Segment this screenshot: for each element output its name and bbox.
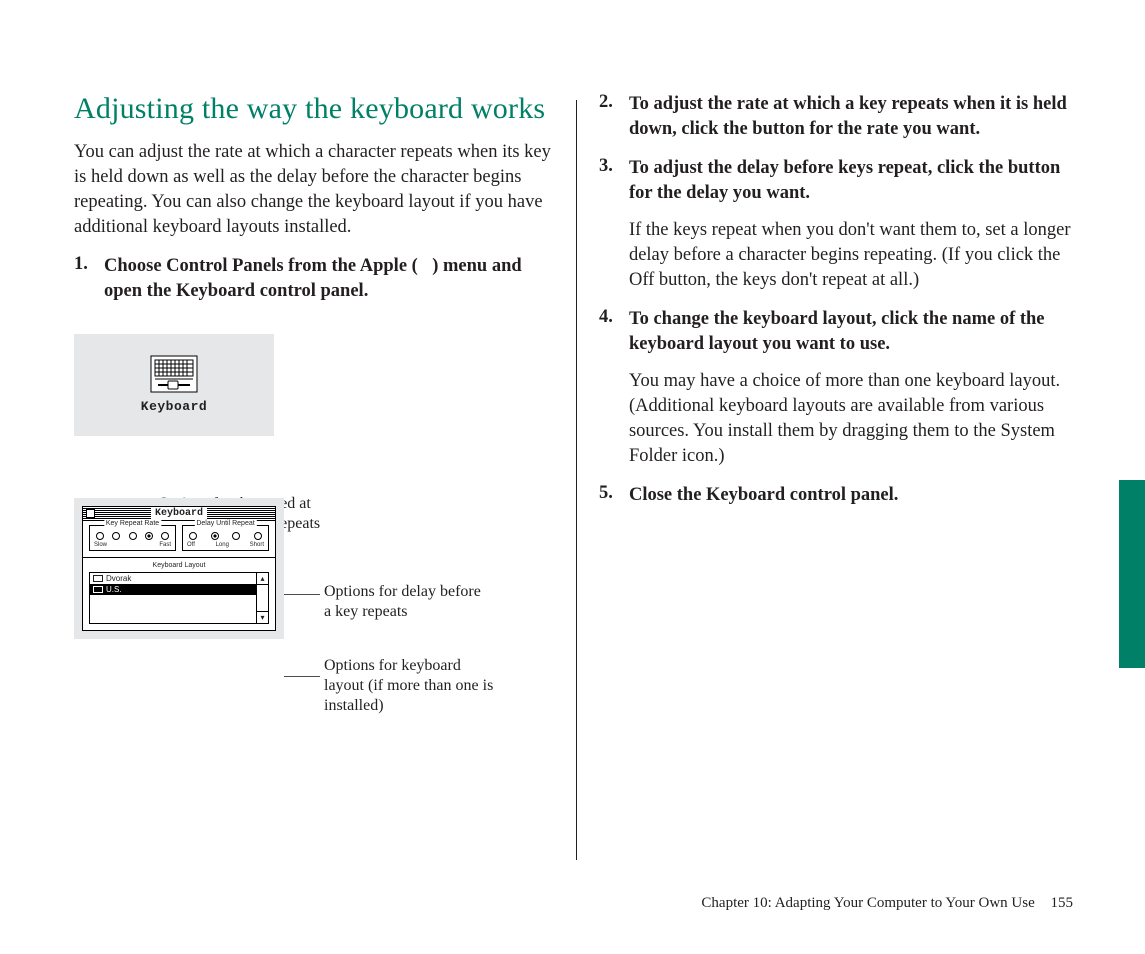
layout-list-item: U.S. <box>90 584 256 595</box>
scale-long: Long <box>216 542 229 548</box>
radio-option <box>211 532 219 540</box>
callout-delay: Options for delay before a key repeats <box>324 582 484 622</box>
radio-option <box>145 532 153 540</box>
step: 4. To change the keyboard layout, click t… <box>599 307 1073 469</box>
key-repeat-rate-group: Key Repeat Rate Slow Fast <box>89 525 176 551</box>
callout-line-layout <box>284 676 320 677</box>
layout-listbox: Dvorak U.S. ▴ ▾ <box>89 572 269 624</box>
panel-layout-section: Keyboard Layout Dvorak U.S. ▴ ▾ <box>83 558 275 630</box>
scroll-down-icon: ▾ <box>257 611 268 623</box>
right-column: 2. To adjust the rate at which a key repe… <box>599 92 1073 860</box>
step-number: 5. <box>599 483 613 504</box>
radio-option <box>189 532 197 540</box>
page-footer: Chapter 10: Adapting Your Computer to Yo… <box>701 895 1073 912</box>
callout-layout: Options for keyboard layout (if more tha… <box>324 656 504 716</box>
page-number: 155 <box>1051 895 1074 911</box>
repeat-rate-radios <box>94 530 171 540</box>
repeat-rate-scale: Slow Fast <box>94 542 171 548</box>
left-column: Adjusting the way the keyboard works You… <box>74 92 554 860</box>
chapter-title: Chapter 10: Adapting Your Computer to Yo… <box>701 895 1034 911</box>
section-edge-tab <box>1119 480 1145 668</box>
radio-option <box>161 532 169 540</box>
step-number: 1. <box>74 254 88 275</box>
keyboard-control-panel: Keyboard Key Repeat Rate Slow Fast <box>74 498 284 639</box>
step-sub-text: You may have a choice of more than one k… <box>629 369 1073 469</box>
step-number: 3. <box>599 156 613 177</box>
delay-radios <box>187 530 264 540</box>
keyboard-icon-label: Keyboard <box>141 399 207 414</box>
step-number: 4. <box>599 307 613 328</box>
keyboard-layout-icon <box>93 586 103 593</box>
section-heading: Adjusting the way the keyboard works <box>74 92 554 126</box>
step-sub-text: If the keys repeat when you don't want t… <box>629 218 1073 293</box>
step-1: 1. Choose Control Panels from the Apple … <box>74 254 554 304</box>
keyboard-panel-figure: Options for the speed at which a charact… <box>74 498 554 639</box>
column-divider <box>576 100 577 860</box>
scroll-up-icon: ▴ <box>257 573 268 585</box>
radio-option <box>129 532 137 540</box>
steps-list-right: 2. To adjust the rate at which a key repe… <box>599 92 1073 508</box>
step-text: Close the Keyboard control panel. <box>629 483 1073 508</box>
scale-short: Short <box>250 542 264 548</box>
steps-list-left: 1. Choose Control Panels from the Apple … <box>74 254 554 304</box>
step: 5. Close the Keyboard control panel. <box>599 483 1073 508</box>
step-text: To adjust the delay before keys repeat, … <box>629 156 1073 206</box>
panel-title: Keyboard <box>151 508 207 519</box>
apple-icon:  <box>418 256 432 276</box>
radio-option <box>112 532 120 540</box>
layout-list-item: Dvorak <box>90 573 256 584</box>
delay-until-repeat-group: Delay Until Repeat Off Long Short <box>182 525 269 551</box>
keyboard-layout-icon <box>93 575 103 582</box>
layout-name: U.S. <box>106 585 122 594</box>
scale-off: Off <box>187 542 195 548</box>
delay-scale: Off Long Short <box>187 542 264 548</box>
keyboard-icon-figure: Keyboard <box>74 334 274 436</box>
close-box-icon <box>86 509 95 518</box>
scale-fast: Fast <box>159 542 171 548</box>
panel-titlebar: Keyboard <box>83 507 275 521</box>
step: 3. To adjust the delay before keys repeat… <box>599 156 1073 293</box>
radio-option <box>232 532 240 540</box>
keyboard-icon <box>150 355 198 393</box>
panel-repeat-section: Key Repeat Rate Slow Fast Delay Until Re… <box>83 521 275 558</box>
layout-label: Keyboard Layout <box>89 562 269 569</box>
listbox-scrollbar: ▴ ▾ <box>256 573 268 623</box>
layout-name: Dvorak <box>106 574 131 583</box>
step: 2. To adjust the rate at which a key repe… <box>599 92 1073 142</box>
step-text-pre: Choose Control Panels from the Apple ( <box>104 256 418 276</box>
radio-option <box>254 532 262 540</box>
scale-slow: Slow <box>94 542 107 548</box>
step-text: To change the keyboard layout, click the… <box>629 307 1073 357</box>
step-number: 2. <box>599 92 613 113</box>
intro-paragraph: You can adjust the rate at which a chara… <box>74 140 554 240</box>
repeat-rate-label: Key Repeat Rate <box>104 520 161 527</box>
panel-window: Keyboard Key Repeat Rate Slow Fast <box>82 506 276 631</box>
two-column-layout: Adjusting the way the keyboard works You… <box>0 0 1145 860</box>
radio-option <box>96 532 104 540</box>
manual-page: Adjusting the way the keyboard works You… <box>0 0 1145 954</box>
step-text: Choose Control Panels from the Apple ()… <box>104 256 522 301</box>
delay-label: Delay Until Repeat <box>194 520 256 527</box>
callout-line-delay <box>284 594 320 595</box>
step-text: To adjust the rate at which a key repeat… <box>629 92 1073 142</box>
